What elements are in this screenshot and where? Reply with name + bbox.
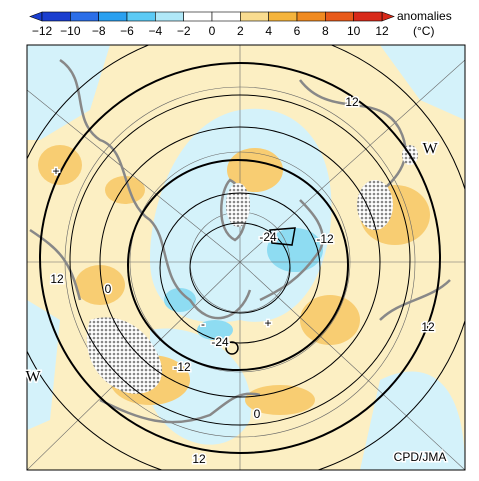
colorbar-segment bbox=[41, 11, 71, 22]
colorbar-arrow bbox=[381, 11, 395, 22]
colorbar-segment bbox=[126, 11, 156, 22]
contours bbox=[27, 45, 465, 470]
contour-label: - bbox=[201, 317, 205, 331]
colorbar-segment bbox=[240, 11, 269, 22]
colorbar: −12 −10 −8 −6 −4 −2 0 2 4 6 8 10 12 bbox=[29, 11, 395, 38]
contour-label: + bbox=[264, 316, 271, 330]
credit: CPD/JMA bbox=[394, 450, 447, 464]
colorbar-tick-label: 4 bbox=[265, 24, 272, 38]
colorbar-title: anomalies bbox=[397, 9, 452, 23]
colorbar-segment bbox=[211, 11, 241, 22]
contour-label: -12 bbox=[316, 232, 334, 246]
contour-label: 12 bbox=[345, 95, 359, 109]
colorbar-segment bbox=[155, 11, 184, 22]
colorbar-segment bbox=[268, 11, 298, 22]
colorbar-tick-label: −8 bbox=[92, 24, 106, 38]
colorbar-tick-label: −2 bbox=[177, 24, 191, 38]
contour-label: 12 bbox=[421, 320, 435, 334]
colorbar-tick-label: −12 bbox=[32, 24, 53, 38]
contour-label: -24 bbox=[259, 230, 277, 244]
map bbox=[27, 45, 465, 470]
colorbar-segment bbox=[98, 11, 128, 22]
colorbar-segment bbox=[325, 11, 354, 22]
colorbar-tick-label: 12 bbox=[375, 24, 389, 38]
colorbar-tick-label: 8 bbox=[322, 24, 329, 38]
contour-label: 12 bbox=[192, 452, 206, 466]
colorbar-tick-label: −4 bbox=[148, 24, 162, 38]
map-frame bbox=[26, 44, 466, 471]
contour-label: 0 bbox=[254, 407, 261, 421]
strong-cold bbox=[164, 228, 323, 340]
colorbar-tick-label: −10 bbox=[60, 24, 81, 38]
colorbar-segment bbox=[70, 11, 99, 22]
colorbar-tick-label: 6 bbox=[294, 24, 301, 38]
contour-label: + bbox=[52, 164, 59, 178]
colorbar-arrow bbox=[29, 11, 43, 22]
map-labels: 12 W + -24 -12 12 0 12 - + -24 -12 W 0 12 bbox=[24, 94, 440, 468]
contour-label: -12 bbox=[173, 360, 191, 374]
contour-label: -24 bbox=[211, 335, 229, 349]
wave-marker: W bbox=[422, 141, 438, 158]
wave-marker: W bbox=[25, 369, 41, 386]
colorbar-tick-label: 10 bbox=[347, 24, 361, 38]
contour-label: 0 bbox=[105, 282, 112, 296]
colorbar-tick-label: 2 bbox=[237, 24, 244, 38]
colorbar-segment bbox=[353, 11, 383, 22]
colorbar-tick-label: −6 bbox=[120, 24, 134, 38]
colorbar-tick-label: 0 bbox=[209, 24, 216, 38]
colorbar-segment bbox=[296, 11, 326, 22]
colorbar-unit: (°C) bbox=[413, 24, 434, 38]
contour-label: 12 bbox=[50, 272, 64, 286]
colorbar-segment bbox=[183, 11, 213, 22]
